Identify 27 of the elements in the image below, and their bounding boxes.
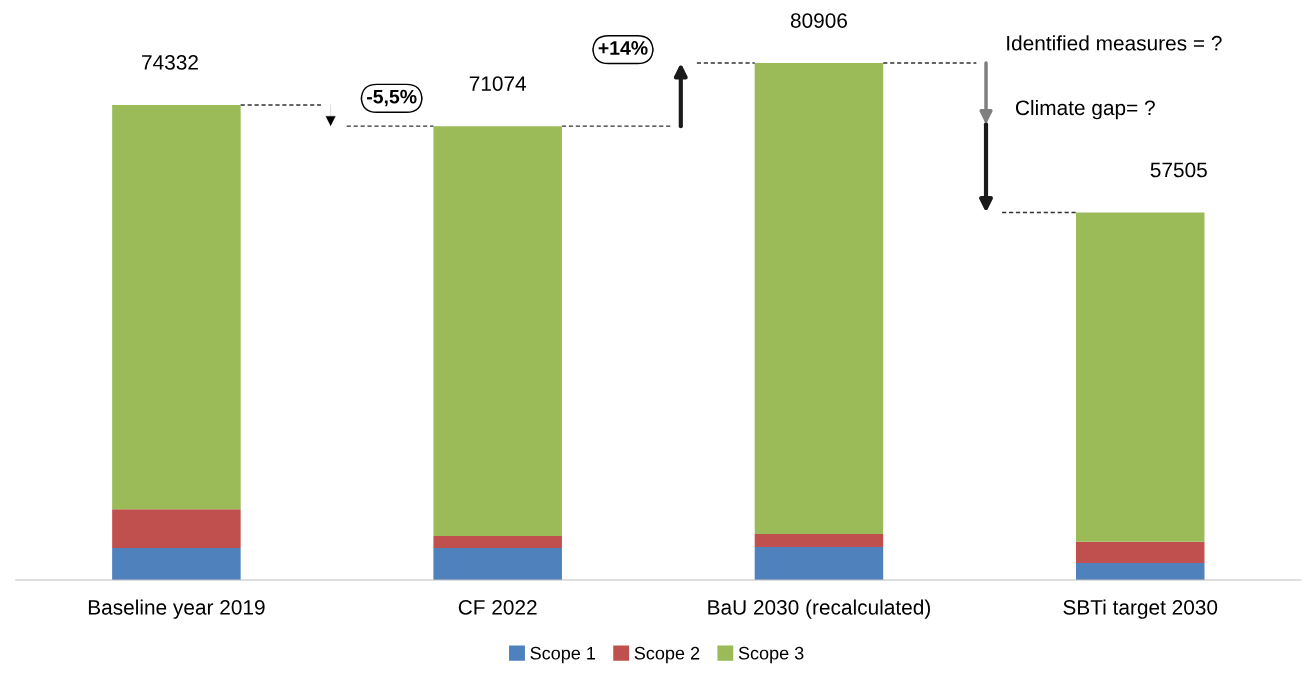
bar	[433, 547, 562, 580]
x-tick-label: CF 2022	[458, 599, 537, 615]
bar	[754, 533, 884, 547]
annotation: Climate gap= ?	[1015, 99, 1155, 120]
legend-label: Scope 2	[634, 646, 700, 664]
text: +14%	[598, 41, 648, 55]
x-tick-label: BaU 2030 (recalculated)	[708, 599, 930, 619]
bar	[433, 126, 562, 537]
bar	[112, 104, 241, 510]
annotation: 80906	[790, 13, 847, 28]
bar	[1075, 541, 1205, 563]
annotation: 74332	[142, 55, 198, 70]
bar	[754, 63, 884, 534]
x-tick-label: SBTi target 2030	[1063, 599, 1218, 619]
legend-label: Scope 3	[738, 646, 804, 664]
annotation: -5,5%	[367, 89, 417, 107]
bar	[1075, 562, 1205, 580]
bar	[112, 547, 241, 580]
bar	[1075, 212, 1205, 542]
x-tick-label: Baseline year 2019	[88, 599, 265, 619]
annotation: 57505	[1150, 162, 1207, 178]
bar	[112, 509, 241, 548]
legend-label: Scope 1	[530, 646, 596, 664]
bar	[754, 546, 884, 580]
annotation: 71074	[469, 76, 527, 91]
text: Identified measures = ?	[1007, 35, 1222, 51]
bar	[433, 536, 562, 548]
